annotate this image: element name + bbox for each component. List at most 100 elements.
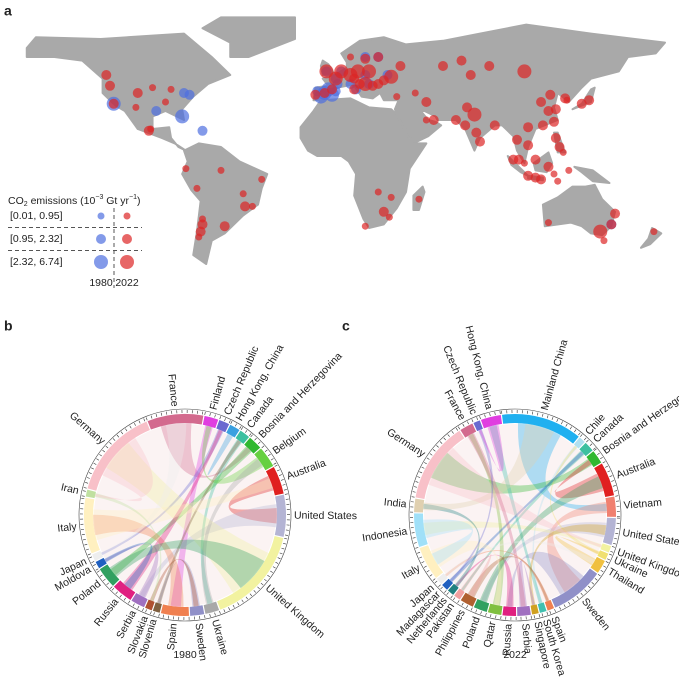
chord-tick <box>257 586 260 590</box>
emission-dot <box>393 93 401 101</box>
chord-tick <box>284 493 288 495</box>
chord-tick <box>277 557 281 560</box>
emission-dot <box>523 122 534 133</box>
legend-dot <box>123 212 131 220</box>
emission-dot <box>373 52 384 62</box>
chord-ribbon <box>104 542 153 590</box>
chord-ribbon <box>455 554 514 607</box>
chord-segment <box>590 556 605 573</box>
emission-dot <box>149 84 157 92</box>
chord-label: Italy <box>57 521 78 535</box>
legend-title-part: emissions (10 <box>28 195 96 207</box>
chord-tick <box>415 481 419 483</box>
chord-tick <box>282 542 286 545</box>
chord-ribbon <box>467 556 549 602</box>
chord-tick <box>457 426 461 430</box>
chord-tick <box>150 611 152 615</box>
panel-label: c <box>342 318 350 334</box>
chord-ribbon <box>529 524 607 606</box>
chord-ribbon <box>428 447 602 548</box>
legend-year: 1980 <box>89 277 113 289</box>
emission-dot <box>593 224 608 239</box>
chord-ribbon <box>123 429 223 591</box>
legend-label: [0.95, 2.32] <box>10 233 63 245</box>
emission-dot <box>175 109 190 124</box>
chord-tick <box>457 600 460 604</box>
chord-tick <box>615 533 619 535</box>
chord-tick <box>84 543 88 546</box>
chord-tick <box>102 449 105 453</box>
chord-tick <box>554 608 556 612</box>
landmass <box>299 97 428 229</box>
emission-dot <box>554 177 562 185</box>
emission-dot <box>167 85 175 93</box>
chord-segment <box>414 513 428 548</box>
chord-tick <box>426 457 430 460</box>
chord-tick <box>119 594 122 598</box>
legend-dot <box>94 255 108 269</box>
chord-label: Australia <box>615 456 658 482</box>
chord-background <box>94 424 276 606</box>
chord-tick <box>274 464 278 467</box>
chord-segment <box>147 413 204 430</box>
emission-dot <box>565 166 573 174</box>
chord-tick <box>112 438 116 441</box>
chord-tick <box>228 420 231 424</box>
emission-dot <box>378 206 389 217</box>
chord-ribbon <box>201 458 263 605</box>
chord-ribbon <box>460 553 492 597</box>
chord-tick <box>109 586 113 589</box>
chord-tick <box>137 605 140 609</box>
emission-dot <box>600 237 608 245</box>
emission-dot <box>537 120 548 131</box>
chord-tick <box>455 427 459 431</box>
chord-segment <box>254 448 274 471</box>
emission-dot <box>199 215 206 223</box>
chord-tick <box>165 411 168 415</box>
chord-tick <box>283 489 287 491</box>
chord-tick <box>273 462 277 465</box>
chord-tick <box>593 448 597 451</box>
chord-tick <box>237 602 240 606</box>
chord-tick <box>219 416 222 420</box>
chord-segment <box>573 437 585 449</box>
chord-tick <box>83 487 87 489</box>
chord-tick <box>494 411 496 415</box>
emission-dot <box>217 166 225 174</box>
legend-title-part: −3 <box>95 194 103 201</box>
chord-segment <box>442 578 454 590</box>
chord-tick <box>551 417 554 421</box>
chord-tick <box>115 591 118 595</box>
emission-dot <box>520 159 528 167</box>
chord-ribbon <box>157 559 201 607</box>
chord-tick <box>86 477 90 479</box>
chord-tick <box>432 449 436 452</box>
emission-dot <box>543 161 554 172</box>
chord-tick <box>611 546 615 548</box>
chord-ribbon <box>461 450 585 591</box>
emission-dot <box>550 133 561 143</box>
chord-label: India <box>383 496 407 510</box>
chord-tick <box>532 411 534 415</box>
emission-dot <box>536 97 547 107</box>
legend-dot <box>96 234 106 244</box>
chord-segment <box>473 599 490 612</box>
emission-dot <box>422 116 430 124</box>
chord-segment <box>419 545 444 578</box>
chord-ribbon <box>149 558 199 607</box>
landmass <box>573 165 611 184</box>
emission-dot <box>385 213 393 221</box>
chord-tick <box>239 426 242 430</box>
chord-tick <box>145 609 147 613</box>
landmass <box>312 23 666 165</box>
chord-ribbon <box>228 475 277 524</box>
legend-label: [2.32, 6.74] <box>10 256 63 268</box>
chord-tick <box>89 556 93 559</box>
chord-tick <box>270 570 273 573</box>
chord-tick <box>574 429 577 433</box>
chord-tick <box>568 601 571 605</box>
chord-ribbon <box>479 476 603 603</box>
landmass <box>541 183 617 237</box>
chord-tick <box>240 427 243 430</box>
chord-tick <box>232 604 235 608</box>
